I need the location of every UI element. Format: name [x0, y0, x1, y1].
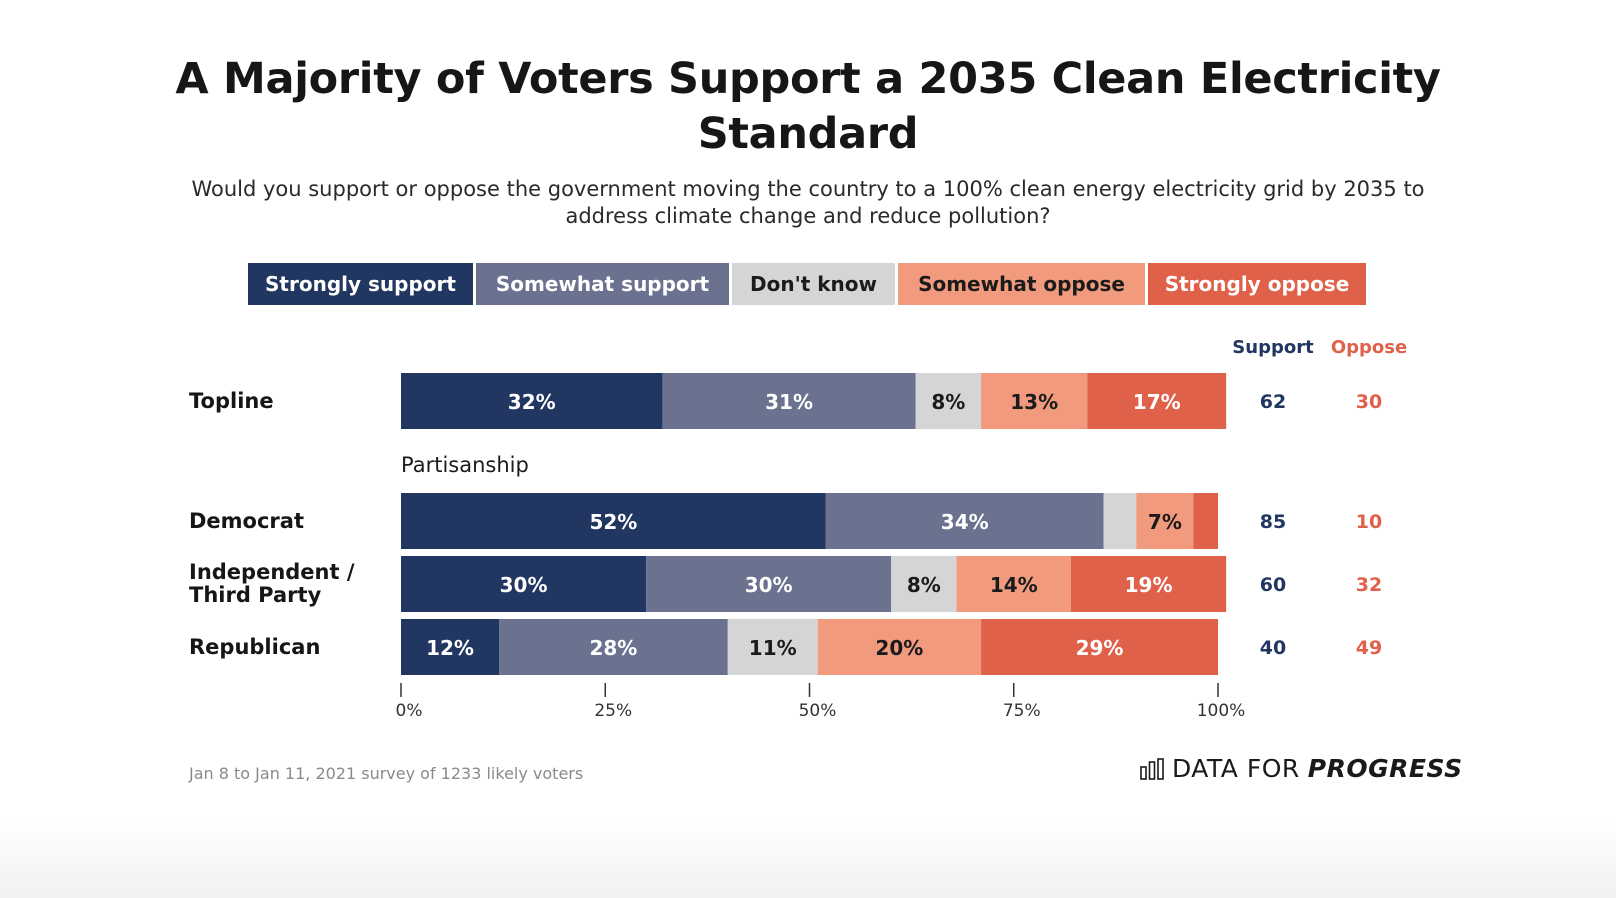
bar-segment [825, 493, 1104, 549]
bar-segment [891, 556, 957, 612]
bar-segment [401, 493, 826, 549]
data-label: 30% [745, 573, 793, 597]
bar-segment [1070, 556, 1227, 612]
data-label: 30% [500, 573, 548, 597]
x-tick-label: 25% [594, 701, 632, 721]
bar-segment [915, 373, 982, 429]
bar-segment [727, 619, 818, 675]
bar-segment [401, 556, 647, 612]
bar-segment [956, 556, 1071, 612]
data-label: 8% [931, 390, 965, 414]
bar-segment [646, 556, 892, 612]
category-label-line: Independent / [189, 560, 355, 584]
brand-text-data-for: DATA FOR [1172, 754, 1300, 783]
data-label: 32% [508, 390, 556, 414]
category-label: Democrat [189, 509, 304, 533]
category-label: Topline [189, 389, 274, 413]
brand-logo: DATA FOR PROGRESS [1140, 754, 1463, 783]
data-label: 12% [426, 636, 474, 660]
category-label-line: Third Party [189, 583, 322, 607]
support-value: 60 [1260, 574, 1286, 596]
bar-segment [401, 619, 500, 675]
data-label: 8% [907, 573, 941, 597]
x-tick-label: 50% [799, 701, 837, 721]
bar-segment [499, 619, 728, 675]
bar-segment [401, 373, 663, 429]
brand-text-progress: PROGRESS [1307, 754, 1463, 783]
group-label-partisanship: Partisanship [401, 453, 529, 477]
data-label: 28% [589, 636, 637, 660]
data-label: 29% [1076, 636, 1124, 660]
chart-title: A Majority of Voters Support a 2035 Clea… [175, 54, 1441, 159]
support-value: 62 [1260, 391, 1286, 413]
bar-segment [1136, 493, 1194, 549]
support-value: 85 [1260, 511, 1286, 533]
source-note: Jan 8 to Jan 11, 2021 survey of 1233 lik… [189, 764, 584, 783]
bar-segment [662, 373, 916, 429]
data-label: 14% [990, 573, 1038, 597]
data-label: 7% [1148, 510, 1182, 534]
bar-segment [817, 619, 982, 675]
legend-item-strongly-oppose: Strongly oppose [1148, 263, 1366, 305]
bar-segment [1193, 493, 1218, 549]
data-label: 52% [589, 510, 637, 534]
data-label: 19% [1125, 573, 1173, 597]
bar-chart-icon [1140, 757, 1164, 780]
legend-item-somewhat-support: Somewhat support [476, 263, 729, 305]
data-label: 34% [941, 510, 989, 534]
legend-item-strongly-support: Strongly support [248, 263, 473, 305]
x-tick-label: 100% [1197, 701, 1246, 721]
oppose-value: 32 [1356, 574, 1382, 596]
oppose-value: 30 [1356, 391, 1382, 413]
data-label: 31% [765, 390, 813, 414]
support-header: Support [1232, 337, 1314, 358]
category-label: Republican [189, 635, 320, 659]
bar-segment [981, 619, 1218, 675]
data-label: 17% [1133, 390, 1181, 414]
support-value: 40 [1260, 637, 1286, 659]
category-label: Independent / Third Party [189, 560, 355, 607]
bar-segment [1103, 493, 1137, 549]
bar-segment [981, 373, 1088, 429]
oppose-value: 49 [1356, 637, 1382, 659]
data-label: 20% [875, 636, 923, 660]
legend-item-somewhat-oppose: Somewhat oppose [898, 263, 1145, 305]
bar-segment [1087, 373, 1227, 429]
data-label: 13% [1010, 390, 1058, 414]
data-label: 11% [749, 636, 797, 660]
chart-legend: Strongly support Somewhat support Don't kn… [248, 263, 1366, 305]
oppose-value: 10 [1356, 511, 1382, 533]
legend-item-don-t-know: Don't know [732, 263, 895, 305]
x-tick-label: 75% [1003, 701, 1041, 721]
chart-subtitle: Would you support or oppose the governme… [191, 177, 1425, 228]
oppose-header: Oppose [1331, 337, 1407, 358]
x-tick-label: 0% [396, 701, 423, 721]
